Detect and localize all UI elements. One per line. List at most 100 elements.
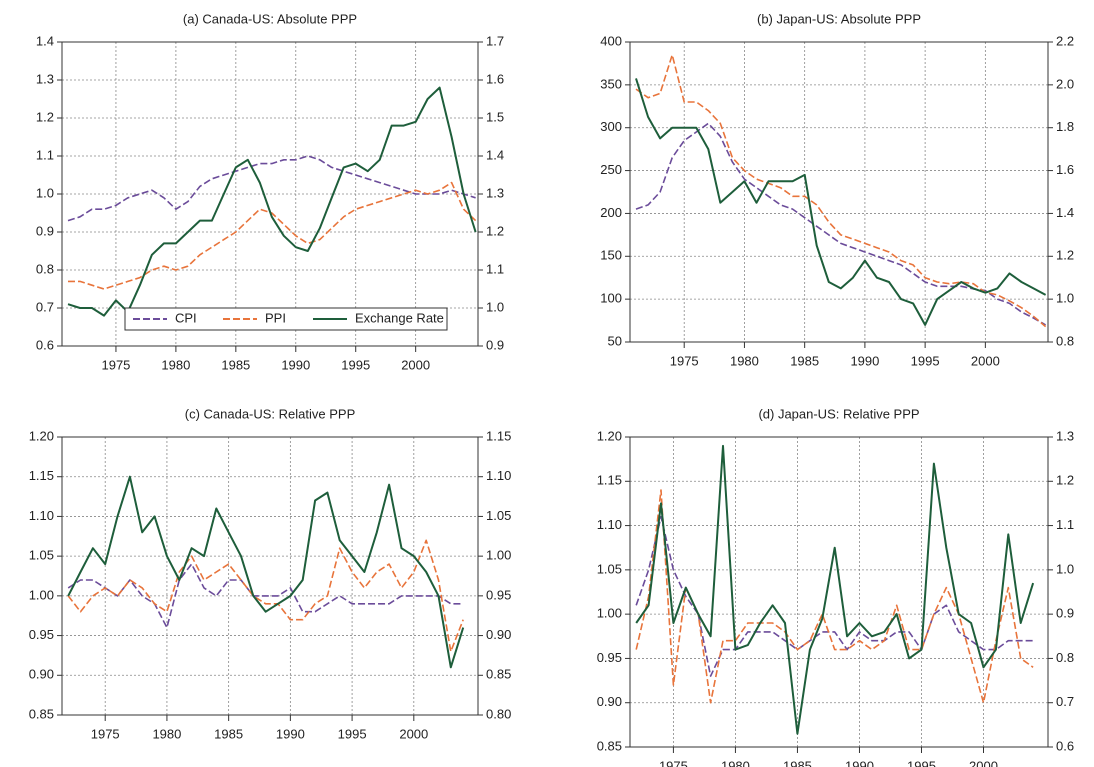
chart-title: (c) Canada-US: Relative PPP: [185, 406, 356, 421]
x-tick-label: 1975: [670, 353, 699, 368]
panel: (a) Canada-US: Absolute PPP 0.6 0.7 0.8 0.9 1…: [36, 11, 504, 372]
x-tick-label: 1985: [790, 353, 819, 368]
y2-tick-label: 1.2: [486, 223, 504, 238]
y-tick-label: 1.20: [597, 428, 622, 443]
y2-tick-label: 0.85: [486, 667, 511, 682]
y2-tick-label: 0.6: [1056, 738, 1074, 753]
plot-frame: [629, 41, 1049, 343]
y2-tick-label: 0.9: [486, 337, 504, 352]
chart-title: (a) Canada-US: Absolute PPP: [183, 11, 357, 26]
y2-tick-label: 1.3: [1056, 428, 1074, 443]
y-tick-label: 0.95: [29, 627, 54, 642]
y-tick-label: 1.15: [29, 468, 54, 483]
y-tick-label: 350: [600, 76, 622, 91]
x-tick-label: 2000: [401, 357, 430, 372]
y2-tick-label: 0.90: [486, 627, 511, 642]
y-tick-label: 0.90: [597, 694, 622, 709]
series-line: [635, 78, 1047, 326]
y2-tick-label: 0.7: [1056, 694, 1074, 709]
series-line: [635, 515, 1034, 677]
series-line: [68, 181, 477, 290]
x-tick-label: 1985: [783, 758, 812, 767]
y-tick-label: 1.2: [36, 109, 54, 124]
y2-tick-label: 0.8: [1056, 650, 1074, 665]
y2-tick-label: 1.1: [1056, 517, 1074, 532]
panel: (b) Japan-US: Absolute PPP 50 100 150 200 250…: [600, 11, 1074, 368]
series-line: [635, 444, 1035, 735]
legend-label: CPI: [175, 310, 197, 325]
y-tick-label: 0.95: [597, 650, 622, 665]
y2-tick-label: 0.9: [1056, 606, 1074, 621]
y2-tick-label: 1.8: [1056, 119, 1074, 134]
legend-label: Exchange Rate: [355, 310, 444, 325]
y-tick-label: 0.90: [29, 667, 54, 682]
y2-tick-label: 1.2: [1056, 248, 1074, 263]
series-line: [67, 475, 465, 669]
x-tick-label: 1995: [341, 357, 370, 372]
y-tick-label: 0.7: [36, 299, 54, 314]
series-line: [67, 539, 464, 653]
y-tick-label: 1.00: [597, 606, 622, 621]
plot-frame: [629, 436, 1049, 748]
x-tick-label: 2000: [971, 353, 1000, 368]
y-tick-label: 1.05: [29, 548, 54, 563]
x-tick-label: 2000: [969, 758, 998, 767]
x-tick-label: 1980: [730, 353, 759, 368]
y2-tick-label: 1.0: [1056, 291, 1074, 306]
y2-tick-label: 1.0: [1056, 561, 1074, 576]
y-tick-label: 1.05: [597, 561, 622, 576]
x-tick-label: 1990: [850, 353, 879, 368]
y-tick-label: 0.6: [36, 337, 54, 352]
y2-tick-label: 1.3: [486, 185, 504, 200]
y2-tick-label: 1.5: [486, 109, 504, 124]
x-tick-label: 1980: [152, 726, 181, 741]
x-tick-label: 1975: [101, 357, 130, 372]
y-tick-label: 1.20: [29, 428, 54, 443]
y2-tick-label: 1.4: [486, 147, 504, 162]
y2-tick-label: 1.4: [1056, 205, 1074, 220]
y2-tick-label: 1.0: [486, 299, 504, 314]
x-tick-label: 1985: [221, 357, 250, 372]
plot-frame: [61, 41, 479, 347]
series-line: [635, 122, 1046, 326]
panel: (c) Canada-US: Relative PPP 0.85 0.90 0.95 1…: [29, 406, 512, 741]
x-tick-label: 1985: [214, 726, 243, 741]
x-tick-label: 1975: [659, 758, 688, 767]
y2-tick-label: 1.7: [486, 33, 504, 48]
x-tick-label: 1995: [338, 726, 367, 741]
y2-tick-label: 2.2: [1056, 33, 1074, 48]
series-line: [67, 155, 476, 222]
y2-tick-label: 1.1: [486, 261, 504, 276]
y2-tick-label: 1.10: [486, 468, 511, 483]
y2-tick-label: 1.15: [486, 428, 511, 443]
y-tick-label: 100: [600, 291, 622, 306]
x-tick-label: 1980: [721, 758, 750, 767]
y2-tick-label: 0.8: [1056, 333, 1074, 348]
y-tick-label: 250: [600, 162, 622, 177]
y2-tick-label: 0.95: [486, 587, 511, 602]
y-tick-label: 300: [600, 119, 622, 134]
y-tick-label: 1.0: [36, 185, 54, 200]
y-tick-label: 0.8: [36, 261, 54, 276]
y-tick-label: 50: [608, 333, 622, 348]
chart-title: (b) Japan-US: Absolute PPP: [757, 11, 921, 26]
series-line: [635, 489, 1034, 704]
y-tick-label: 400: [600, 33, 622, 48]
y2-tick-label: 1.2: [1056, 473, 1074, 488]
y2-tick-label: 1.00: [486, 548, 511, 563]
y2-tick-label: 1.05: [486, 508, 511, 523]
x-tick-label: 1990: [845, 758, 874, 767]
plot-frame: [61, 436, 479, 716]
x-tick-label: 1975: [91, 726, 120, 741]
y2-tick-label: 1.6: [1056, 162, 1074, 177]
series-line: [635, 54, 1047, 328]
chart-title: (d) Japan-US: Relative PPP: [758, 406, 919, 421]
y-tick-label: 1.10: [29, 508, 54, 523]
y-tick-label: 1.4: [36, 33, 54, 48]
y-tick-label: 1.10: [597, 517, 622, 532]
y2-tick-label: 1.6: [486, 71, 504, 86]
y-tick-label: 1.00: [29, 587, 54, 602]
x-tick-label: 1995: [911, 353, 940, 368]
y-tick-label: 200: [600, 205, 622, 220]
